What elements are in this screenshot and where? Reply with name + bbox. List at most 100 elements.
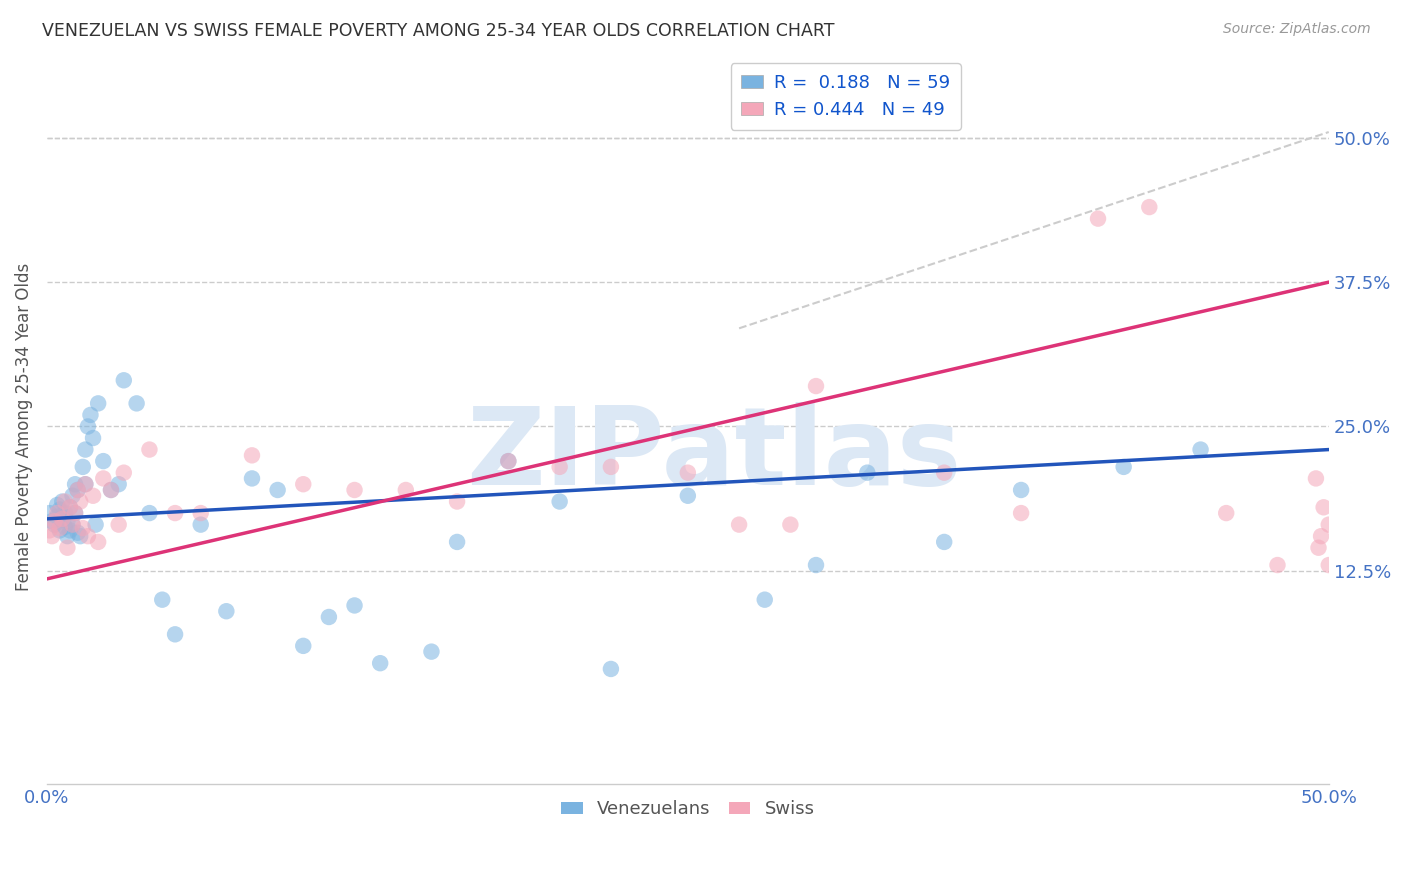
Point: [62, 517, 84, 532]
Point: [804, 558, 827, 572]
Point: [1312, 500, 1334, 515]
Point: [215, 604, 238, 618]
Point: [63, 477, 86, 491]
Point: [100, 483, 122, 497]
Point: [66, 483, 89, 497]
Point: [44, 514, 66, 528]
Point: [56, 541, 79, 555]
Point: [1305, 471, 1327, 485]
Point: [138, 442, 160, 457]
Point: [138, 506, 160, 520]
Point: [91, 454, 114, 468]
Point: [343, 599, 366, 613]
Point: [48, 524, 70, 538]
Point: [1010, 506, 1032, 520]
Point: [112, 466, 135, 480]
Point: [498, 454, 520, 468]
Point: [53, 520, 76, 534]
Point: [100, 483, 122, 497]
Point: [1215, 506, 1237, 520]
Point: [46, 498, 69, 512]
Point: [446, 494, 468, 508]
Point: [548, 459, 571, 474]
Point: [368, 656, 391, 670]
Point: [46, 506, 69, 520]
Point: [112, 373, 135, 387]
Point: [600, 662, 623, 676]
Point: [1010, 483, 1032, 497]
Point: [51, 494, 73, 508]
Point: [79, 408, 101, 422]
Point: [343, 483, 366, 497]
Point: [75, 442, 97, 457]
Point: [420, 645, 443, 659]
Text: ZIPatlas: ZIPatlas: [465, 402, 962, 508]
Point: [600, 459, 623, 474]
Y-axis label: Female Poverty Among 25-34 Year Olds: Female Poverty Among 25-34 Year Olds: [15, 262, 32, 591]
Point: [266, 483, 288, 497]
Point: [46, 509, 69, 524]
Point: [66, 525, 89, 540]
Point: [1189, 442, 1212, 457]
Legend: Venezuelans, Swiss: Venezuelans, Swiss: [554, 793, 823, 825]
Point: [107, 477, 129, 491]
Point: [87, 535, 110, 549]
Point: [56, 514, 79, 528]
Point: [150, 592, 173, 607]
Point: [53, 506, 76, 520]
Point: [1267, 558, 1289, 572]
Point: [63, 506, 86, 520]
Point: [59, 524, 82, 538]
Point: [77, 529, 100, 543]
Point: [59, 500, 82, 515]
Point: [318, 610, 340, 624]
Point: [1317, 558, 1340, 572]
Point: [56, 529, 79, 543]
Point: [41, 529, 63, 543]
Point: [48, 502, 70, 516]
Point: [292, 477, 315, 491]
Point: [1112, 459, 1135, 474]
Point: [87, 396, 110, 410]
Text: Source: ZipAtlas.com: Source: ZipAtlas.com: [1223, 22, 1371, 37]
Point: [82, 489, 104, 503]
Point: [446, 535, 468, 549]
Point: [48, 521, 70, 535]
Point: [1087, 211, 1109, 226]
Point: [292, 639, 315, 653]
Point: [51, 512, 73, 526]
Point: [498, 454, 520, 468]
Point: [1308, 541, 1330, 555]
Point: [1310, 529, 1333, 543]
Point: [75, 477, 97, 491]
Point: [676, 489, 699, 503]
Point: [1137, 200, 1160, 214]
Point: [934, 466, 956, 480]
Point: [165, 627, 187, 641]
Point: [165, 506, 187, 520]
Point: [934, 535, 956, 549]
Point: [91, 471, 114, 485]
Point: [107, 517, 129, 532]
Point: [72, 459, 94, 474]
Point: [125, 396, 148, 410]
Point: [51, 512, 73, 526]
Point: [82, 431, 104, 445]
Point: [1317, 517, 1340, 532]
Point: [190, 517, 212, 532]
Point: [63, 506, 86, 520]
Point: [62, 517, 84, 532]
Point: [41, 514, 63, 528]
Point: [38, 506, 60, 520]
Point: [728, 517, 751, 532]
Point: [53, 494, 76, 508]
Point: [240, 471, 263, 485]
Point: [84, 517, 107, 532]
Point: [38, 524, 60, 538]
Point: [754, 592, 776, 607]
Point: [395, 483, 418, 497]
Point: [62, 489, 84, 503]
Point: [804, 379, 827, 393]
Point: [676, 466, 699, 480]
Text: VENEZUELAN VS SWISS FEMALE POVERTY AMONG 25-34 YEAR OLDS CORRELATION CHART: VENEZUELAN VS SWISS FEMALE POVERTY AMONG…: [42, 22, 835, 40]
